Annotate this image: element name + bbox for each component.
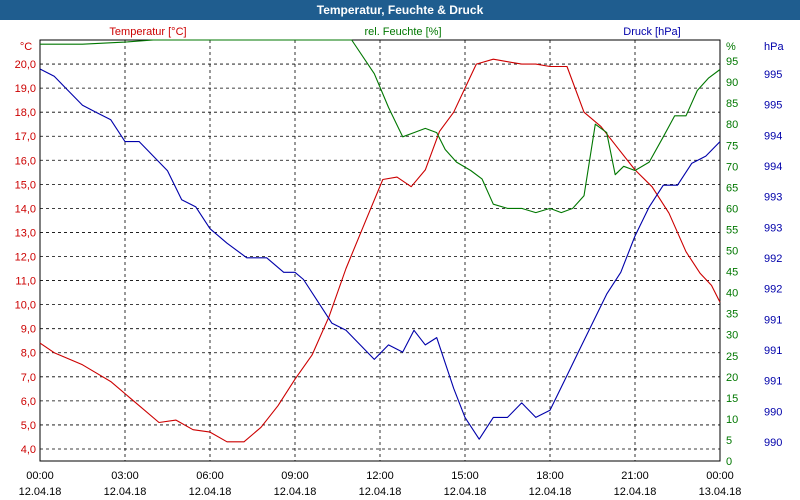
humidity-tick-label: 25 [726,351,738,363]
humidity-tick-label: 70 [726,161,738,173]
x-tick-date: 12.04.18 [444,486,487,498]
series-layer [39,39,721,443]
humidity-unit-label: % [726,41,736,53]
pressure-tick-label: 990 [764,437,782,449]
humidity-tick-label: 50 [726,246,738,258]
x-tick-time: 00:00 [706,470,734,482]
humidity-tick-label: 15 [726,393,738,405]
grid [40,40,720,461]
series-line-humidity [40,39,721,214]
x-tick-date: 12.04.18 [359,486,402,498]
x-tick-time: 21:00 [621,470,649,482]
chart: 00:00 12.04.18 03:00 12.04.18 06:00 12.04.18 0… [15,26,785,498]
pressure-tick-label: 991 [764,376,782,388]
x-tick-time: 18:00 [536,470,564,482]
humidity-tick-label: 55 [726,224,738,236]
x-tick-date: 12.04.18 [529,486,572,498]
temp-tick-label: 15,0 [15,179,36,191]
x-tick-time: 12:00 [366,470,394,482]
humidity-tick-label: 95 [726,56,738,68]
x-tick-date: 13.04.18 [699,486,742,498]
humidity-tick-label: 85 [726,98,738,110]
x-tick-time: 00:00 [26,470,54,482]
temp-tick-label: 8,0 [21,348,36,360]
pressure-axis-title: Druck [hPa] [623,26,680,38]
pressure-tick-label: 991 [764,314,782,326]
temp-unit-label: °C [20,41,32,53]
temp-tick-label: 18,0 [15,107,36,119]
humidity-axis-title: rel. Feuchte [%] [364,26,441,38]
plot-frame [39,39,721,462]
temp-tick-label: 13,0 [15,227,36,239]
humidity-tick-label: 0 [726,456,732,468]
temp-tick-label: 4,0 [21,444,36,456]
humidity-tick-label: 20 [726,372,738,384]
temp-tick-label: 17,0 [15,131,36,143]
humidity-tick-label: 30 [726,330,738,342]
pressure-tick-label: 995 [764,69,782,81]
humidity-tick-label: 45 [726,267,738,279]
axes: 00:00 12.04.18 03:00 12.04.18 06:00 12.04.18 0… [15,26,785,498]
temp-tick-label: 11,0 [15,276,36,288]
humidity-tick-label: 10 [726,414,738,426]
humidity-tick-label: 35 [726,309,738,321]
temp-tick-label: 5,0 [21,420,36,432]
pressure-tick-label: 995 [764,100,782,112]
pressure-tick-label: 990 [764,406,782,418]
temp-tick-label: 7,0 [21,372,36,384]
x-tick-date: 12.04.18 [19,486,62,498]
chart-title: Temperatur, Feuchte & Druck [0,0,800,20]
humidity-tick-label: 90 [726,77,738,89]
pressure-tick-label: 994 [764,161,782,173]
x-tick-date: 12.04.18 [614,486,657,498]
x-tick-time: 03:00 [111,470,139,482]
humidity-tick-label: 60 [726,203,738,215]
temp-tick-label: 12,0 [15,252,36,264]
temp-tick-label: 14,0 [15,203,36,215]
humidity-tick-label: 75 [726,140,738,152]
temp-tick-label: 19,0 [15,83,36,95]
pressure-tick-label: 994 [764,130,782,142]
temp-tick-label: 9,0 [21,324,36,336]
temp-tick-label: 10,0 [15,300,36,312]
x-tick-date: 12.04.18 [274,486,317,498]
humidity-tick-label: 40 [726,288,738,300]
x-tick-time: 09:00 [281,470,309,482]
temp-tick-label: 16,0 [15,155,36,167]
temp-axis-title: Temperatur [°C] [109,26,186,38]
series-line-pressure [39,68,721,440]
humidity-tick-label: 65 [726,182,738,194]
pressure-tick-label: 991 [764,345,782,357]
x-tick-time: 06:00 [196,470,224,482]
pressure-tick-label: 992 [764,253,782,265]
humidity-tick-label: 5 [726,435,732,447]
x-tick-date: 12.04.18 [189,486,232,498]
x-tick-time: 15:00 [451,470,479,482]
pressure-tick-label: 992 [764,284,782,296]
series-line-temperature [39,58,721,443]
temp-tick-label: 6,0 [21,396,36,408]
pressure-tick-label: 993 [764,192,782,204]
x-tick-date: 12.04.18 [104,486,147,498]
temp-tick-label: 20,0 [15,59,36,71]
pressure-tick-label: 993 [764,222,782,234]
humidity-tick-label: 80 [726,119,738,131]
pressure-unit-label: hPa [764,41,784,53]
